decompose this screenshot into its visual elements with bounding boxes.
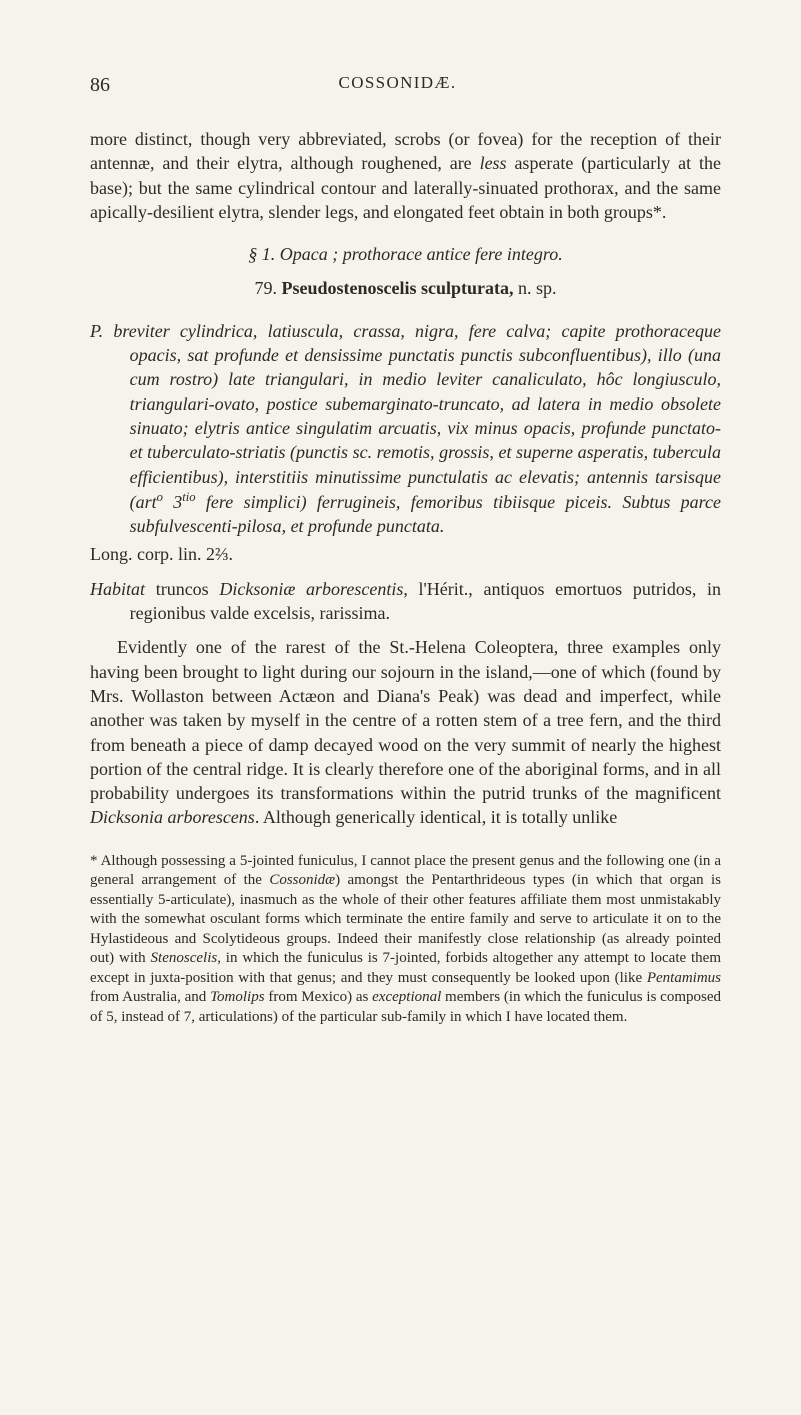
page-number: 86 <box>90 72 110 99</box>
latin-length: Long. corp. lin. 2⅔. <box>90 542 721 566</box>
footnote: * Although possessing a 5-jointed funicu… <box>90 852 721 1028</box>
section-heading: § 1. Opaca ; prothorace antice fere inte… <box>90 242 721 266</box>
species-number: 79. <box>254 278 277 298</box>
page: 86 COSSONIDÆ. more distinct, though very… <box>0 0 801 1415</box>
body-paragraph-2: Evidently one of the rarest of the St.-H… <box>90 635 721 829</box>
habitat-line: Habitat truncos Dicksoniæ arborescentis,… <box>90 577 721 626</box>
species-suffix: n. sp. <box>518 278 557 298</box>
header-spacer <box>685 72 721 99</box>
species-name: Pseudostenoscelis sculpturata, <box>281 278 513 298</box>
species-heading: 79. Pseudostenoscelis sculpturata, n. sp… <box>90 276 721 300</box>
latin-description: P. breviter cylindrica, latiuscula, cras… <box>90 319 721 539</box>
body-paragraph-1: more distinct, though very abbreviated, … <box>90 127 721 224</box>
header-line: 86 COSSONIDÆ. <box>90 72 721 99</box>
running-head: COSSONIDÆ. <box>339 72 457 99</box>
